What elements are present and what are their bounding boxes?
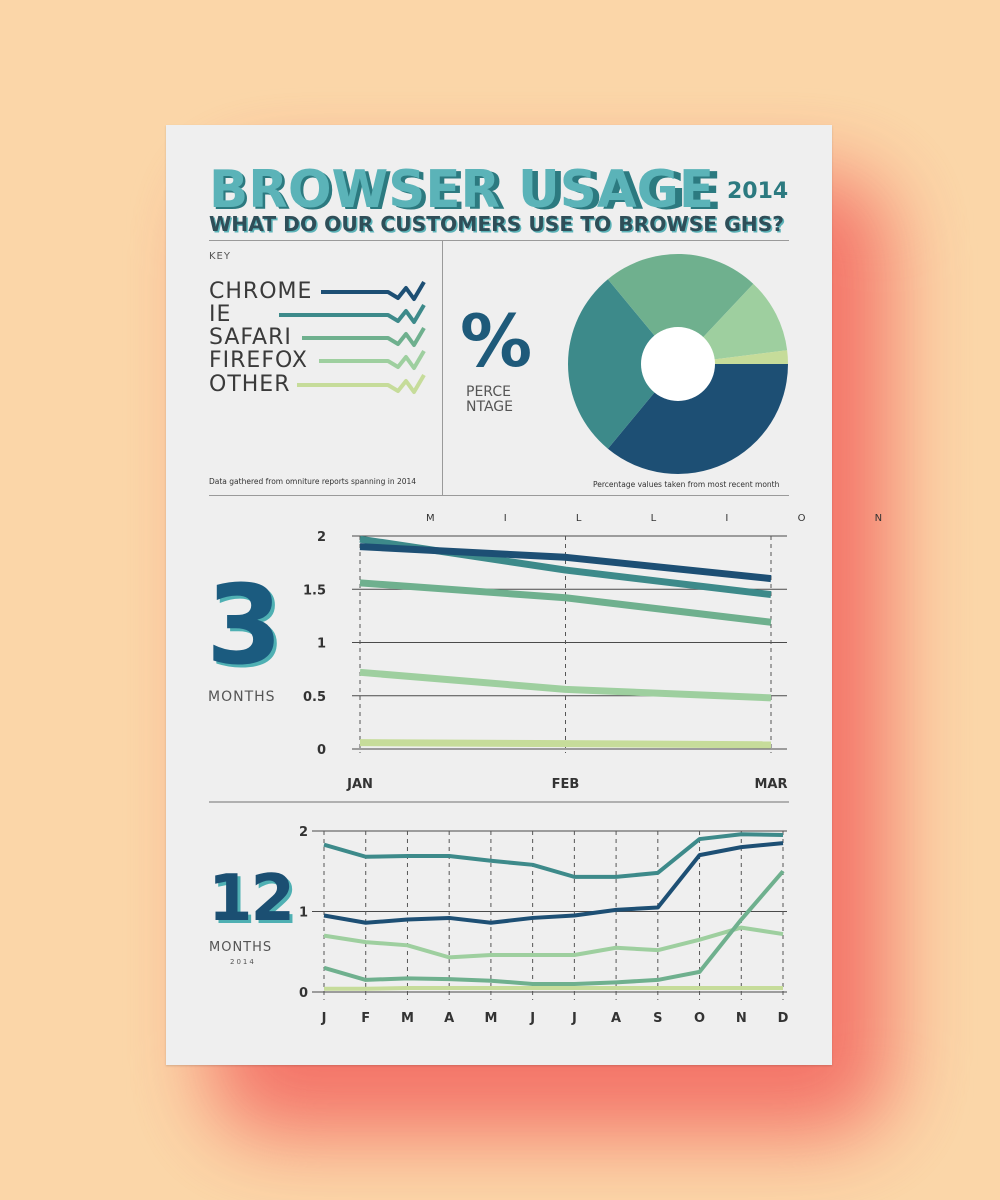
x-tick-label: M: [484, 1011, 497, 1026]
legend-item-chrome: CHROME: [209, 279, 313, 304]
y-tick-label: 1: [299, 906, 308, 921]
pie-slice-safari: [607, 254, 754, 364]
series-line-other: [359, 739, 772, 749]
legend-line-firefox: [319, 349, 426, 370]
legend-line-chrome: [321, 280, 426, 301]
percentage-label: PERCE NTAGE: [466, 385, 536, 415]
y-tick-label: 1: [317, 637, 326, 652]
percentage-label-line: PERCE: [466, 384, 511, 400]
key-heading: KEY: [209, 251, 231, 262]
series-line-chrome: [323, 841, 784, 925]
x-tick-label: D: [778, 1011, 789, 1026]
percentage-label-line: NTAGE: [466, 399, 513, 415]
twelve-months-year: 2014: [230, 958, 256, 966]
x-tick-label: MAR: [754, 777, 787, 792]
series-line-ie: [323, 832, 784, 879]
series-line-firefox: [359, 668, 772, 702]
divider: [209, 240, 789, 241]
y-tick-label: 2: [317, 530, 326, 545]
divider: [209, 495, 789, 496]
x-tick-label: O: [694, 1011, 705, 1026]
y-tick-label: 0: [317, 743, 326, 758]
legend-line-other: [297, 373, 426, 394]
title-year: 2014: [727, 179, 788, 204]
y-tick-label: 2: [299, 825, 308, 840]
x-tick-label: A: [444, 1011, 454, 1026]
legend-line-safari: [302, 326, 426, 347]
units-label: M I L L I O N: [426, 513, 916, 524]
pie-hole: [641, 327, 715, 401]
legend-item-other: OTHER: [209, 372, 291, 397]
series-line-safari: [359, 579, 772, 626]
legend-lines: [279, 280, 426, 394]
three-months-label: MONTHS: [208, 689, 276, 705]
legend-item-safari: SAFARI: [209, 325, 292, 350]
divider: [442, 241, 443, 495]
three-months-number: 3: [206, 561, 283, 689]
series-line-firefox: [323, 925, 784, 960]
x-tick-label: A: [611, 1011, 621, 1026]
legend-item-firefox: FIREFOX: [209, 348, 308, 373]
legend-line-ie: [279, 303, 426, 324]
twelve-months-number: 12: [208, 862, 295, 936]
x-tick-label: M: [401, 1011, 414, 1026]
pie-slice-chrome: [607, 364, 788, 474]
infographic-poster: BROWSER USAGE BROWSER USAGE 2014 WHAT DO…: [166, 125, 882, 1065]
x-tick-label: N: [736, 1011, 747, 1026]
x-tick-label: FEB: [552, 777, 580, 792]
pie-note: Percentage values taken from most recent…: [593, 480, 780, 489]
legend-item-ie: IE: [209, 302, 232, 327]
x-tick-label: S: [653, 1011, 662, 1026]
x-tick-label: F: [361, 1011, 370, 1026]
title-block: BROWSER USAGE BROWSER USAGE 2014 WHAT DO…: [209, 160, 788, 238]
twelve-months-label: MONTHS: [209, 940, 273, 955]
twelve-month-line-chart: 0 1 2 J F M A M J J A S O N D: [299, 825, 789, 1026]
series-line-safari: [323, 869, 785, 986]
y-tick-label: 0: [299, 986, 308, 1001]
divider: [209, 801, 789, 803]
x-tick-label: J: [571, 1011, 577, 1026]
pie-slice-ie: [568, 279, 678, 449]
x-tick-label: J: [529, 1011, 535, 1026]
title-shadow: BROWSER USAGE: [211, 162, 721, 222]
y-tick-label: 0.5: [303, 690, 326, 705]
series-line-other: [324, 985, 783, 991]
series-line-chrome: [359, 543, 772, 583]
percent-symbol: %: [460, 299, 533, 383]
x-tick-label: J: [321, 1011, 327, 1026]
y-tick-label: 1.5: [303, 583, 326, 598]
three-month-line-chart: 0 0.5 1 1.5 2 JAN FEB MAR: [303, 530, 788, 792]
pie-chart: [568, 254, 788, 474]
x-tick-label: JAN: [346, 777, 373, 792]
subtitle-shadow: WHAT DO OUR CUSTOMERS USE TO BROWSE GHS?: [211, 214, 786, 238]
page-title: BROWSER USAGE: [209, 160, 714, 220]
source-note: Data gathered from omniture reports span…: [209, 477, 417, 486]
page-subtitle: WHAT DO OUR CUSTOMERS USE TO BROWSE GHS?: [209, 212, 784, 236]
